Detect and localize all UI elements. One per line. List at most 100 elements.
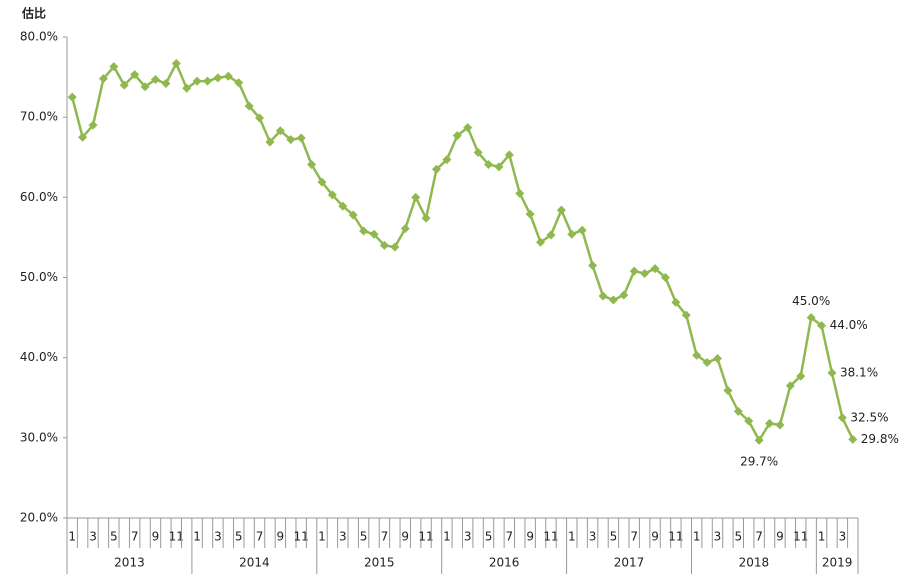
marker: [504, 150, 514, 160]
marker: [411, 192, 421, 202]
marker: [733, 406, 743, 416]
x-tick-label: 1: [568, 530, 576, 544]
x-tick-label: 5: [360, 530, 368, 544]
marker: [286, 135, 296, 145]
marker: [359, 226, 369, 236]
marker: [473, 147, 483, 157]
year-label: 2015: [364, 556, 395, 570]
marker: [463, 123, 473, 133]
marker: [317, 177, 327, 187]
x-tick-label: 7: [755, 530, 763, 544]
marker: [78, 132, 88, 142]
marker: [494, 162, 504, 172]
marker: [650, 264, 660, 274]
data-label: 44.0%: [830, 318, 868, 332]
year-label: 2017: [614, 556, 645, 570]
x-tick-label: 1: [68, 530, 76, 544]
year-label: 2016: [489, 556, 520, 570]
marker: [307, 159, 317, 169]
marker: [379, 240, 389, 250]
marker: [234, 78, 244, 88]
marker: [255, 113, 265, 123]
marker: [192, 76, 202, 86]
marker: [629, 266, 639, 276]
marker: [660, 273, 670, 282]
marker: [671, 297, 681, 307]
marker: [296, 133, 306, 143]
x-tick-label: 3: [214, 530, 222, 544]
marker: [390, 242, 400, 252]
x-tick-label: 3: [839, 530, 847, 544]
x-tick-label: 3: [89, 530, 97, 544]
y-tick-label: 50.0%: [20, 270, 58, 284]
x-tick-label: 9: [776, 530, 784, 544]
marker: [327, 190, 337, 200]
marker: [577, 225, 587, 235]
marker: [171, 58, 181, 68]
x-tick-label: 9: [401, 530, 409, 544]
marker: [442, 155, 452, 165]
x-tick-label: 11: [418, 530, 433, 544]
marker: [702, 357, 712, 367]
marker: [640, 268, 650, 278]
x-tick-label: 3: [714, 530, 722, 544]
marker: [88, 120, 98, 130]
x-tick-label: 7: [381, 530, 389, 544]
x-tick-label: 7: [256, 530, 264, 544]
marker: [775, 420, 785, 430]
marker: [796, 371, 806, 381]
marker: [515, 188, 525, 198]
data-label: 45.0%: [792, 294, 830, 308]
data-label: 38.1%: [840, 365, 878, 379]
year-label: 2019: [822, 556, 853, 570]
y-tick-label: 30.0%: [20, 430, 58, 444]
year-label: 2013: [114, 556, 145, 570]
marker: [692, 350, 702, 360]
y-tick-label: 60.0%: [20, 190, 58, 204]
marker: [182, 83, 192, 93]
x-tick-label: 1: [318, 530, 326, 544]
marker: [452, 131, 462, 141]
marker: [265, 137, 275, 147]
marker: [67, 92, 77, 102]
marker: [827, 368, 837, 378]
marker: [546, 230, 556, 240]
series-line: [70, 62, 854, 442]
x-tick-label: 3: [464, 530, 472, 544]
marker: [348, 210, 358, 220]
x-tick-label: 5: [110, 530, 118, 544]
y-tick-label: 70.0%: [20, 110, 58, 124]
marker: [608, 295, 618, 305]
marker: [598, 291, 608, 301]
marker: [130, 70, 140, 80]
x-tick-label: 11: [294, 530, 309, 544]
marker: [203, 76, 213, 86]
x-tick-label: 3: [339, 530, 347, 544]
marker: [119, 80, 129, 90]
marker: [369, 229, 379, 239]
marker: [431, 164, 441, 174]
x-tick-label: 11: [668, 530, 683, 544]
x-tick-label: 3: [589, 530, 597, 544]
marker: [681, 310, 691, 320]
y-tick-label: 80.0%: [20, 30, 58, 44]
x-tick-label: 9: [651, 530, 659, 544]
marker: [109, 62, 119, 72]
x-tick-label: 5: [610, 530, 618, 544]
marker: [98, 74, 108, 84]
x-tick-label: 1: [693, 530, 701, 544]
marker: [338, 201, 348, 211]
x-tick-label: 9: [277, 530, 285, 544]
x-tick-label: 5: [235, 530, 243, 544]
x-tick-label: 1: [193, 530, 201, 544]
marker: [223, 71, 233, 81]
x-tick-label: 9: [152, 530, 160, 544]
marker: [536, 237, 546, 247]
marker: [556, 205, 566, 215]
marker: [588, 260, 598, 270]
marker: [400, 224, 410, 234]
marker: [744, 416, 754, 426]
marker: [754, 435, 764, 445]
x-tick-label: 7: [506, 530, 514, 544]
